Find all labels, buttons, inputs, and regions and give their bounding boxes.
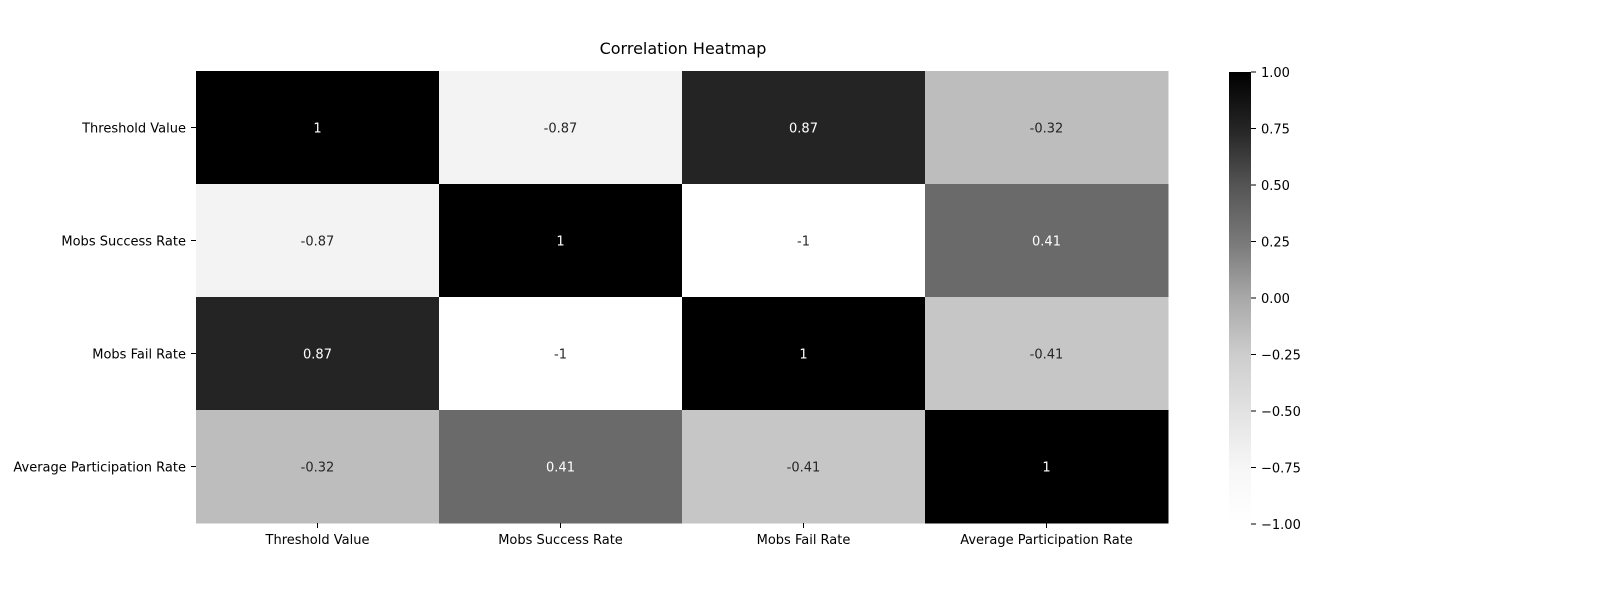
chart-title: Correlation Heatmap <box>600 39 767 58</box>
colorbar-axis: 1.00 0.75 0.50 0.25 0.00 −0.25 −0.50 −0.75 −1.00 <box>1251 66 1301 533</box>
x-tick-label: Threshold Value <box>265 533 370 548</box>
x-tick-label: Mobs Success Rate <box>498 533 623 548</box>
heatmap-cell <box>439 184 683 298</box>
colorbar-tick-label: −1.00 <box>1261 518 1301 533</box>
heatmap-cell <box>682 184 926 298</box>
cell-annotation: 1 <box>799 348 807 363</box>
heatmap-cell <box>925 71 1169 185</box>
colorbar-tick-label: 0.25 <box>1261 236 1290 251</box>
heatmap-cell <box>439 71 683 185</box>
colorbar-tick-label: 0.50 <box>1261 179 1290 194</box>
heatmap-cell <box>682 71 926 185</box>
heatmap-cell <box>925 184 1169 298</box>
colorbar-tick-label: −0.25 <box>1261 349 1301 364</box>
heatmap-cell <box>682 297 926 411</box>
heatmap-cell <box>925 297 1169 411</box>
cell-annotation: 0.87 <box>789 122 818 137</box>
heatmap-cell <box>439 410 683 524</box>
x-tick-label: Average Participation Rate <box>960 533 1133 548</box>
colorbar-tick-label: −0.50 <box>1261 405 1301 420</box>
heatmap-cell-labels: 1 -0.87 0.87 -0.32 -0.87 1 -1 0.41 0.87 -1 1 -0.41 -… <box>301 122 1064 476</box>
heatmap-cell <box>196 71 440 185</box>
colorbar-tick-label: 0.75 <box>1261 123 1290 138</box>
cell-annotation: -1 <box>554 348 567 363</box>
cell-annotation: 0.87 <box>303 348 332 363</box>
heatmap-cell <box>682 410 926 524</box>
y-tick-label: Mobs Success Rate <box>61 235 186 250</box>
cell-annotation: -0.87 <box>544 122 578 137</box>
cell-annotation: 1 <box>313 122 321 137</box>
cell-annotation: -0.32 <box>1030 122 1064 137</box>
cell-annotation: -1 <box>797 235 810 250</box>
x-tick-label: Mobs Fail Rate <box>757 533 851 548</box>
heatmap-cell <box>439 297 683 411</box>
heatmap-cell <box>196 297 440 411</box>
x-axis: Threshold Value Mobs Success Rate Mobs Fai… <box>265 523 1133 548</box>
heatmap-cell <box>196 410 440 524</box>
cell-annotation: -0.41 <box>787 461 821 476</box>
cell-annotation: -0.32 <box>301 461 335 476</box>
colorbar-tick-label: −0.75 <box>1261 462 1301 477</box>
y-tick-label: Average Participation Rate <box>13 461 186 476</box>
cell-annotation: -0.41 <box>1030 348 1064 363</box>
heatmap-cells <box>196 71 1169 524</box>
y-tick-label: Mobs Fail Rate <box>92 348 186 363</box>
cell-annotation: 1 <box>1042 461 1050 476</box>
colorbar-tick-label: 1.00 <box>1261 66 1290 81</box>
colorbar <box>1229 72 1251 524</box>
cell-annotation: 0.41 <box>546 461 575 476</box>
cell-annotation: 0.41 <box>1032 235 1061 250</box>
heatmap-cell <box>925 410 1169 524</box>
y-axis: Threshold Value Mobs Success Rate Mobs Fai… <box>13 122 196 476</box>
heatmap-cell <box>196 184 440 298</box>
cell-annotation: 1 <box>556 235 564 250</box>
y-tick-label: Threshold Value <box>81 122 186 137</box>
colorbar-tick-label: 0.00 <box>1261 292 1290 307</box>
cell-annotation: -0.87 <box>301 235 335 250</box>
